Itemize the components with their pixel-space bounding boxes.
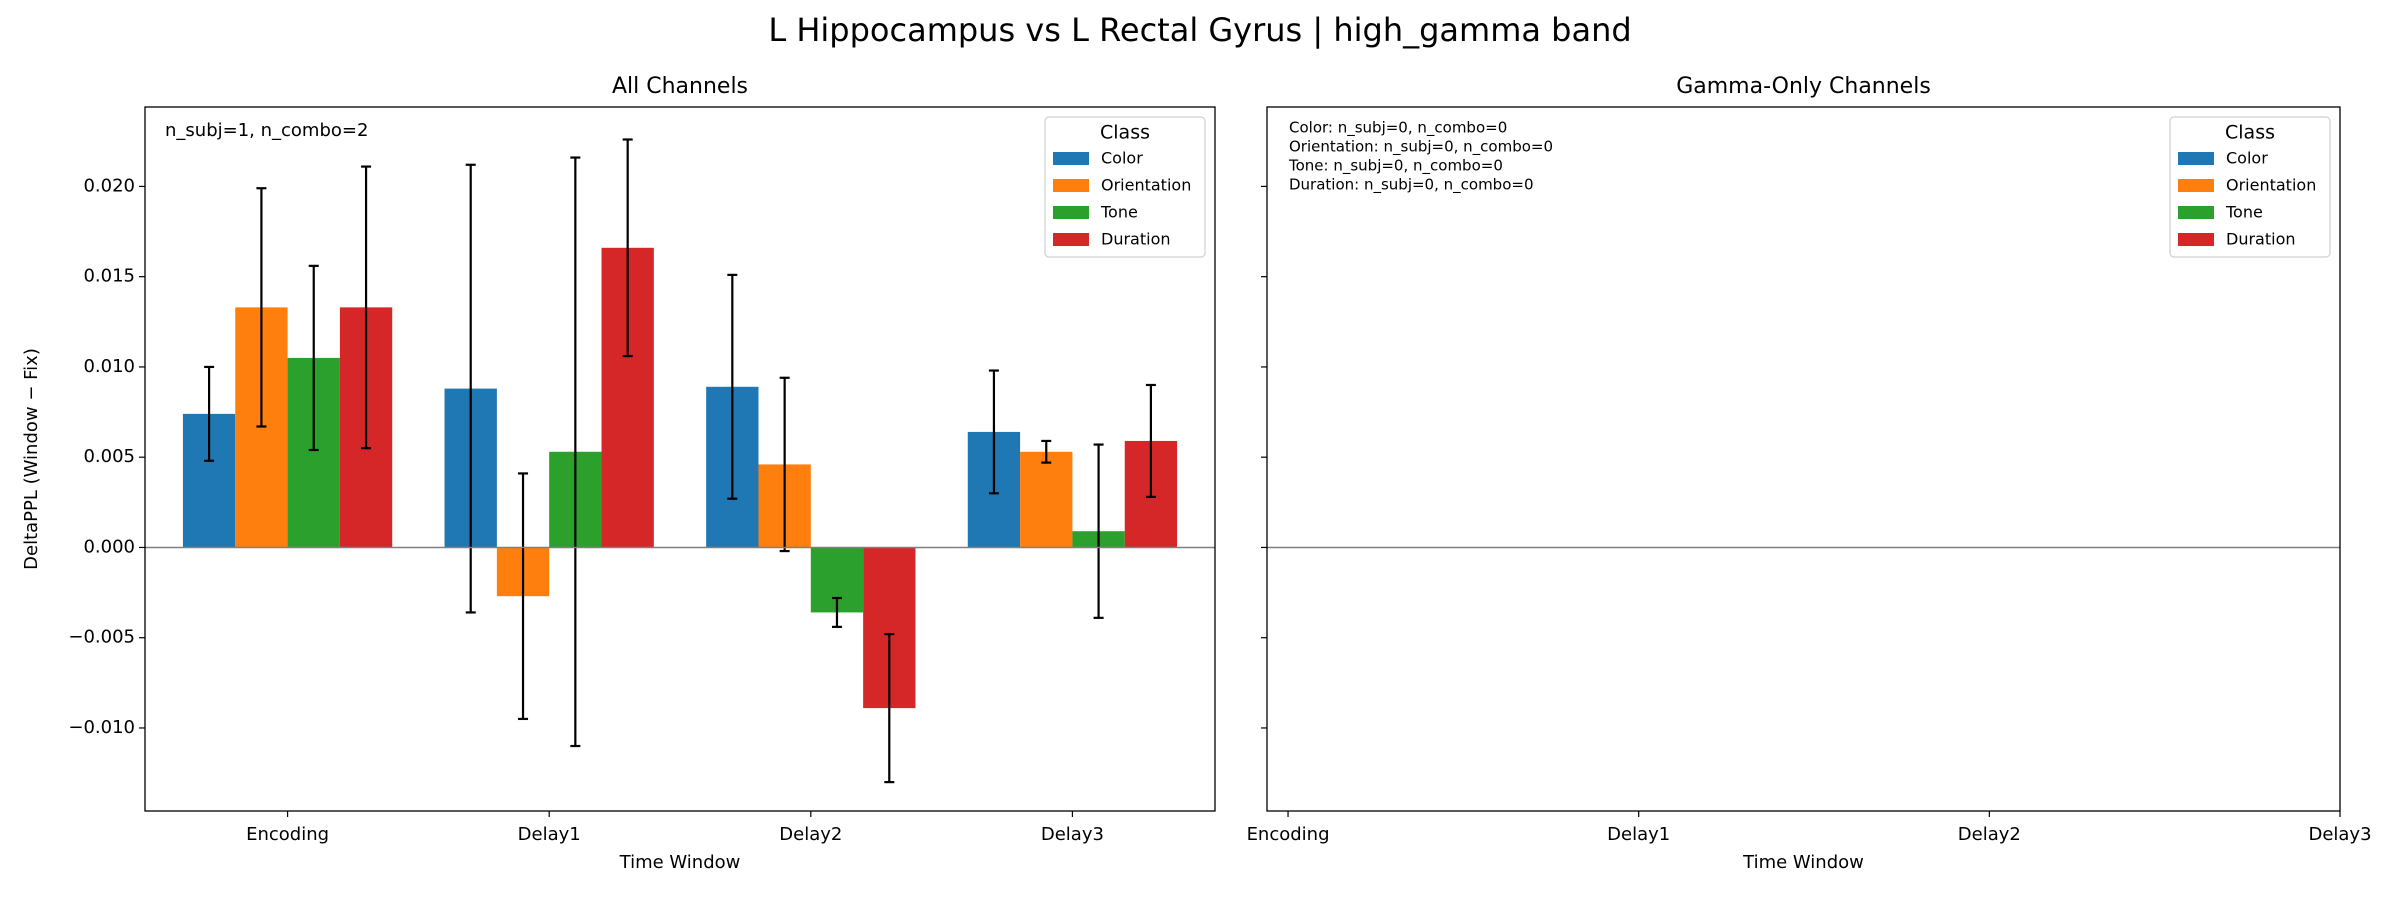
legend-swatch bbox=[2178, 152, 2214, 165]
x-tick-label: Delay2 bbox=[779, 824, 842, 845]
x-tick-label: Delay3 bbox=[2308, 824, 2371, 845]
figure-title: L Hippocampus vs L Rectal Gyrus | high_g… bbox=[768, 11, 1631, 49]
x-tick-label: Encoding bbox=[1247, 824, 1330, 845]
legend-label: Tone bbox=[2225, 203, 2263, 222]
legend-swatch bbox=[1053, 233, 1089, 246]
legend-label: Duration bbox=[2226, 230, 2296, 249]
axes-title: Gamma-Only Channels bbox=[1676, 74, 1931, 99]
y-tick-label: 0.020 bbox=[83, 175, 135, 196]
annotation: Duration: n_subj=0, n_combo=0 bbox=[1289, 176, 1534, 195]
annotation: Tone: n_subj=0, n_combo=0 bbox=[1288, 157, 1503, 176]
y-tick-label: −0.010 bbox=[68, 717, 135, 738]
legend-label: Orientation bbox=[2226, 176, 2316, 195]
legend-label: Orientation bbox=[1101, 176, 1191, 195]
x-tick-label: Delay1 bbox=[1607, 824, 1670, 845]
y-tick-label: 0.005 bbox=[83, 446, 135, 467]
legend-swatch bbox=[1053, 152, 1089, 165]
y-tick-label: 0.010 bbox=[83, 356, 135, 377]
x-axis-label: Time Window bbox=[1742, 852, 1864, 873]
bar bbox=[1020, 451, 1073, 548]
legend-title: Class bbox=[1100, 122, 1150, 144]
x-tick-label: Encoding bbox=[246, 824, 329, 845]
x-tick-label: Delay1 bbox=[518, 824, 581, 845]
y-tick-label: −0.005 bbox=[68, 627, 135, 648]
legend-swatch bbox=[2178, 179, 2214, 192]
annotation: n_subj=1, n_combo=2 bbox=[165, 120, 368, 141]
y-axis-label: DeltaPPL (Window − Fix) bbox=[21, 348, 42, 570]
legend-swatch bbox=[1053, 179, 1089, 192]
legend-swatch bbox=[1053, 206, 1089, 219]
axes-frame bbox=[1266, 106, 2341, 812]
legend-label: Color bbox=[1101, 149, 1143, 168]
annotation: Color: n_subj=0, n_combo=0 bbox=[1289, 119, 1507, 138]
axes-title: All Channels bbox=[612, 74, 748, 99]
legend-label: Color bbox=[2226, 149, 2268, 168]
x-tick-label: Delay2 bbox=[1958, 824, 2021, 845]
legend-label: Tone bbox=[1100, 203, 1138, 222]
y-tick-label: 0.000 bbox=[83, 536, 135, 557]
legend-swatch bbox=[2178, 206, 2214, 219]
axes-frame bbox=[144, 106, 1216, 812]
legend-swatch bbox=[2178, 233, 2214, 246]
legend-label: Duration bbox=[1101, 230, 1171, 249]
x-tick-label: Delay3 bbox=[1041, 824, 1104, 845]
x-axis-label: Time Window bbox=[619, 852, 741, 873]
annotation: Orientation: n_subj=0, n_combo=0 bbox=[1289, 138, 1553, 157]
y-tick-label: 0.015 bbox=[83, 266, 135, 287]
legend-title: Class bbox=[2225, 122, 2275, 144]
